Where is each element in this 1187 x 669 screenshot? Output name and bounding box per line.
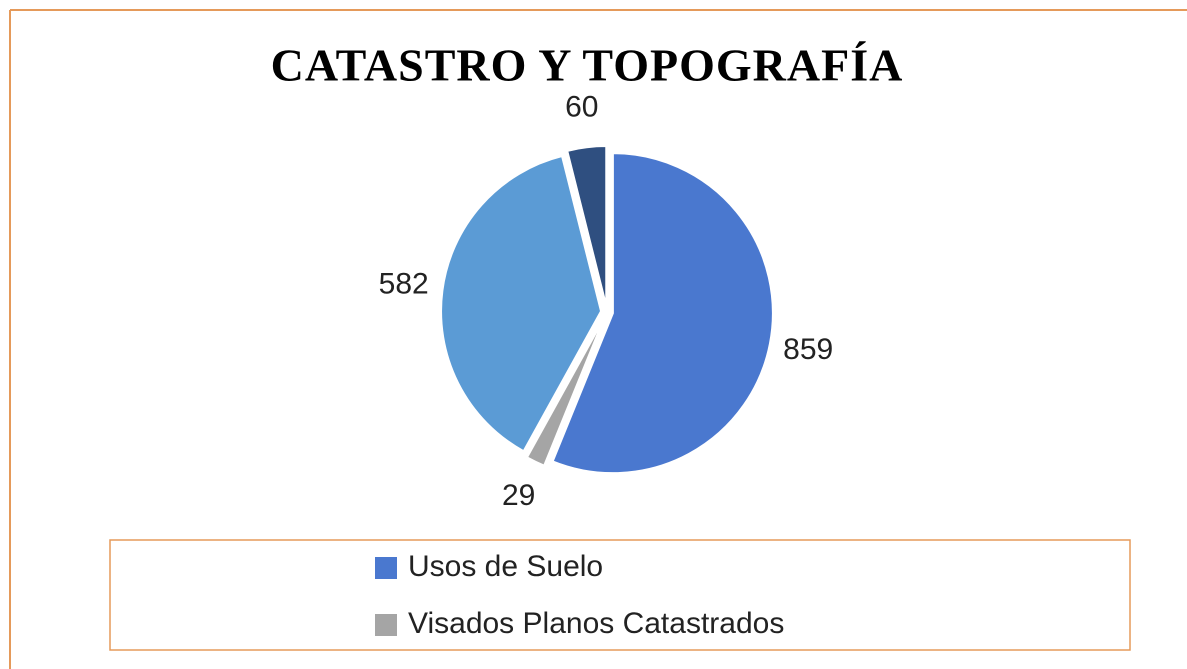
chart-title: CATASTRO Y TOPOGRAFÍA [271,40,904,91]
pie-slice [525,316,606,467]
pie-slice [440,154,603,453]
legend-label: Visados Planos Catastrados [408,607,784,640]
data-label: 859 [783,333,833,366]
data-label: 60 [565,90,598,123]
data-label: 582 [379,267,429,300]
pie-slice [551,152,774,475]
legend-swatch [375,557,397,579]
data-label: 29 [502,479,535,512]
pie-slice [566,145,608,307]
legend-swatch [375,614,397,636]
legend-box [109,539,1131,651]
legend-label: Usos de Suelo [408,550,603,583]
